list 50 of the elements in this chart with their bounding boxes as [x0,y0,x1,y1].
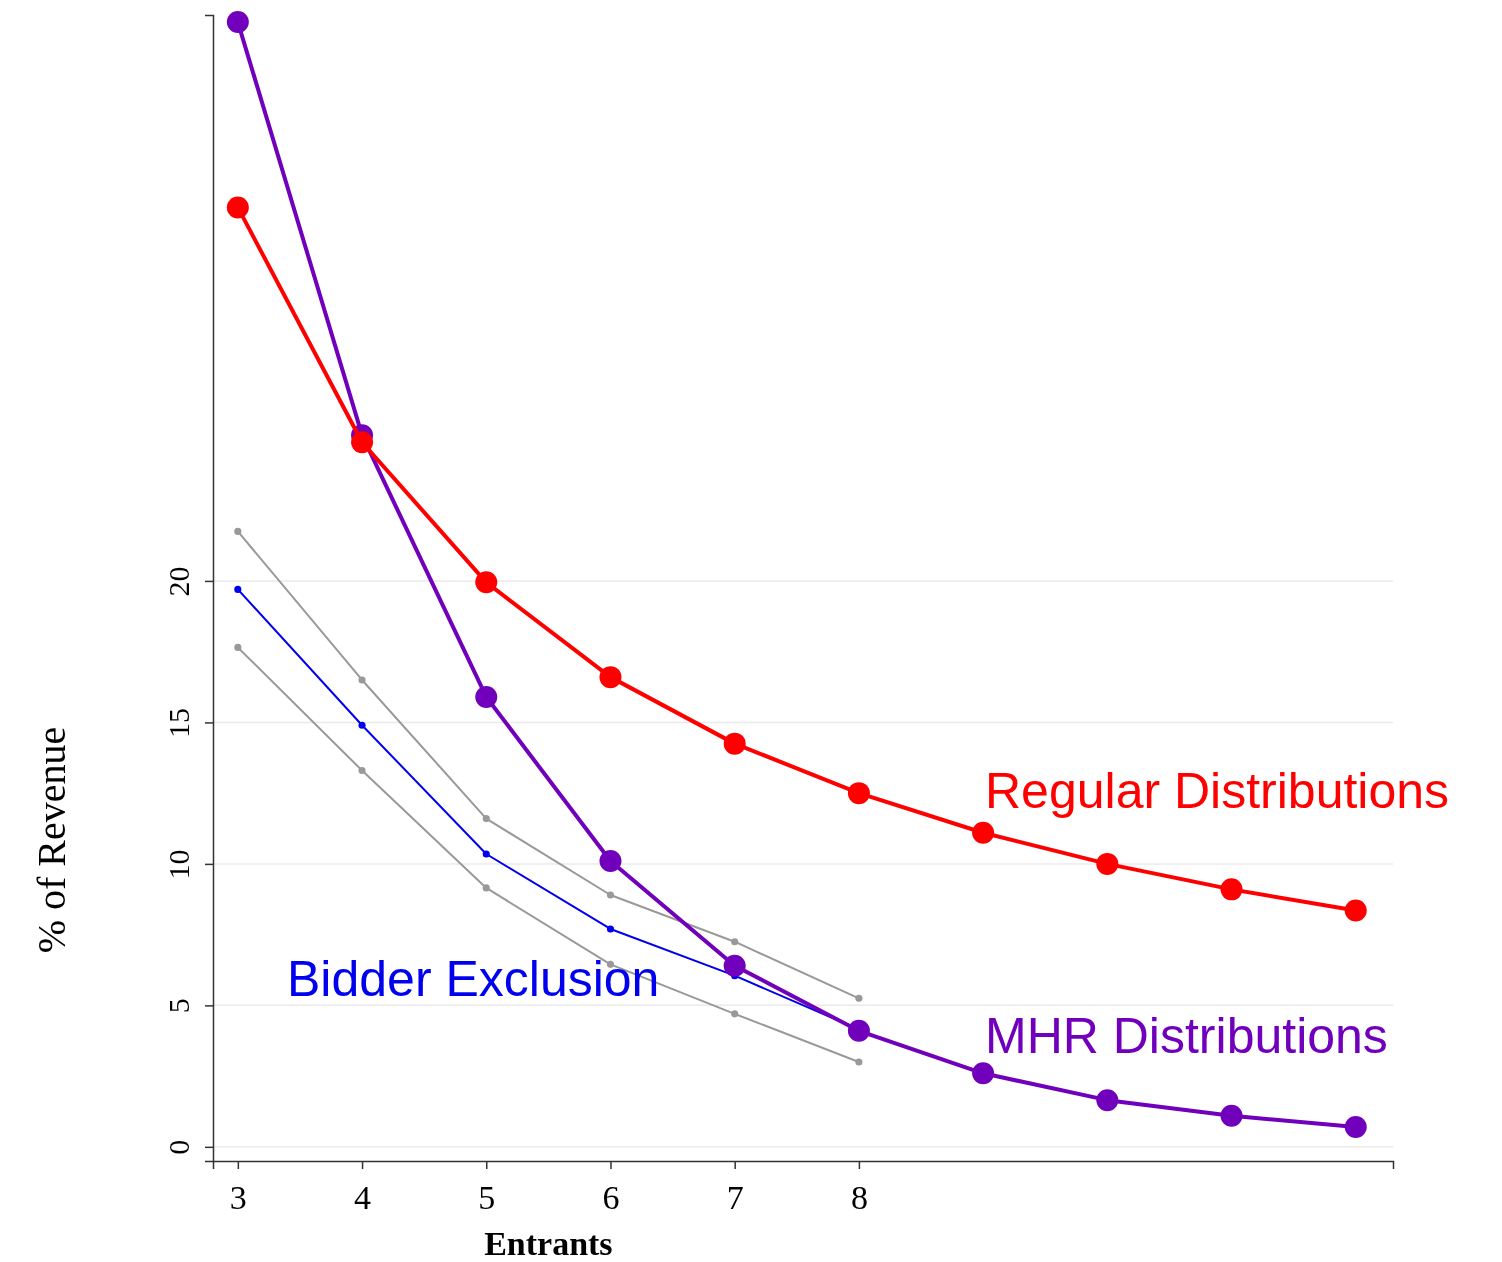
point [351,431,374,454]
point [731,1010,739,1018]
y-axis-title: % of Revenue [29,726,74,954]
x-axis-title: Entrants [484,1225,613,1262]
point [358,766,366,775]
x-tick-label: 4 [354,1179,372,1217]
point [847,1019,870,1042]
point [358,721,366,729]
x-tick-label: 7 [726,1179,744,1217]
point [358,676,366,684]
point [226,11,249,34]
point [1220,1104,1243,1127]
point [599,850,622,873]
point [606,891,615,899]
point [475,571,498,594]
y-tick-label: 0 [162,1139,195,1155]
point [482,815,490,823]
point [234,643,242,651]
point [226,196,249,219]
series-label: MHR Distributions [985,1007,1388,1064]
point [482,850,490,858]
x-tick-label: 5 [478,1179,496,1217]
series-label: Bidder Exclusion [287,950,660,1007]
point [475,685,498,708]
point [1344,1116,1367,1139]
y-tick-label: 10 [162,849,195,880]
point [972,821,995,844]
point [723,954,746,977]
point [972,1062,995,1085]
point [599,666,622,689]
point [855,1058,863,1066]
series-label: Regular Distributions [985,762,1450,819]
point [606,925,615,933]
point [1344,899,1367,922]
x-tick-label: 6 [602,1179,620,1217]
y-tick-label: 15 [162,707,195,738]
point [1096,1089,1119,1112]
point [1220,878,1243,901]
point [855,994,863,1002]
x-tick-label: 8 [850,1179,868,1217]
point [234,527,242,535]
point [482,884,490,892]
point [847,782,870,805]
point [723,732,746,755]
y-tick-label: 5 [162,998,195,1014]
y-tick-label: 20 [162,566,195,597]
point [1096,852,1119,875]
x-tick-label: 3 [229,1179,247,1217]
point [234,585,242,593]
point [731,938,739,946]
